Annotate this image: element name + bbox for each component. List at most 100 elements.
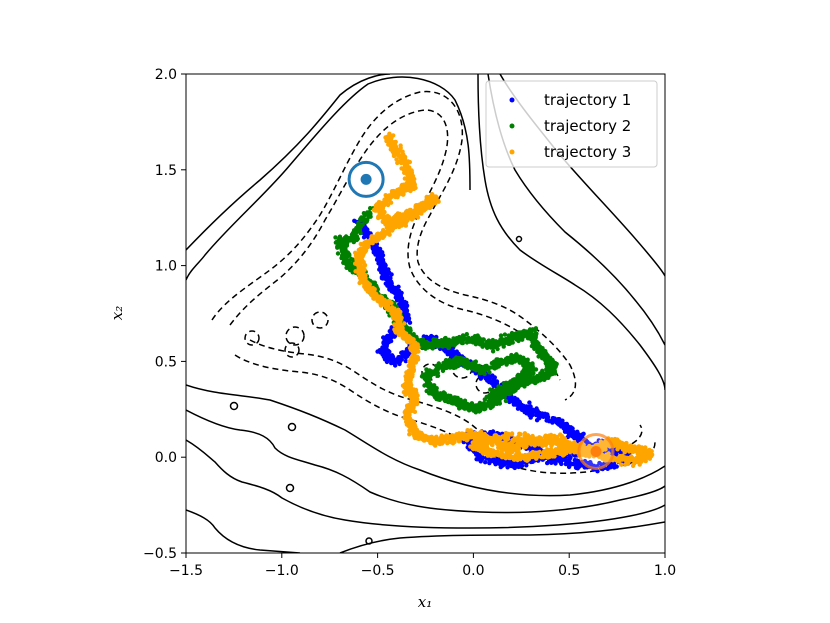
trajectory-point	[460, 333, 466, 338]
contour-solid-6	[186, 384, 665, 497]
trajectory-point	[372, 289, 377, 294]
trajectory-point	[424, 203, 429, 208]
trajectory-point	[510, 377, 515, 383]
trajectory-point	[476, 337, 481, 342]
trajectory-point	[545, 418, 551, 423]
trajectory-point	[378, 213, 383, 218]
trajectory-point	[346, 258, 351, 264]
contour-loop-5	[365, 537, 373, 545]
trajectory-point	[480, 344, 485, 349]
trajectory-point	[356, 265, 362, 270]
trajectory-point	[483, 363, 488, 369]
trajectory-point	[412, 422, 417, 427]
trajectory-point	[389, 300, 394, 306]
trajectory-point	[354, 234, 359, 239]
trajectory-point	[386, 214, 392, 220]
trajectory-point	[473, 409, 478, 414]
trajectory-point	[407, 432, 412, 437]
trajectory-point	[554, 361, 559, 367]
trajectory-point	[479, 367, 484, 372]
trajectory-point	[383, 301, 388, 307]
trajectory-point	[494, 357, 499, 362]
trajectory-point	[503, 398, 509, 404]
trajectory-point	[488, 405, 493, 411]
trajectory-point	[443, 339, 448, 344]
trajectory-point	[605, 466, 610, 471]
trajectory-point	[524, 463, 529, 468]
trajectory-point	[412, 350, 417, 356]
trajectory-point	[433, 343, 439, 348]
trajectory-point	[385, 306, 390, 312]
trajectory-point	[533, 367, 539, 372]
trajectory-point	[378, 301, 383, 307]
trajectory-point	[392, 358, 397, 364]
trajectory-point	[528, 415, 533, 420]
trajectory-point	[526, 361, 532, 366]
trajectory-point	[395, 160, 400, 166]
trajectory-point	[379, 295, 384, 300]
trajectory-point	[407, 165, 412, 170]
trajectory-point	[373, 235, 378, 241]
trajectory-point	[501, 344, 506, 349]
trajectory-point	[502, 462, 507, 467]
trajectory-point	[499, 337, 505, 342]
contour-dashed-2	[229, 109, 561, 381]
trajectory-point	[459, 340, 465, 346]
trajectory-point	[424, 388, 429, 394]
trajectory-point	[569, 427, 575, 433]
trajectory-point	[560, 418, 565, 423]
trajectory-point	[450, 362, 455, 367]
trajectory-point	[335, 245, 340, 250]
trajectory-point	[488, 430, 493, 435]
trajectory-point	[513, 352, 519, 358]
trajectory-point	[409, 368, 414, 373]
trajectory-point	[546, 364, 551, 370]
trajectory-point	[479, 456, 485, 462]
trajectory-point	[454, 399, 460, 404]
trajectory-point	[462, 398, 468, 403]
trajectory-point	[547, 359, 553, 364]
trajectory-point	[434, 367, 439, 372]
trajectory-point	[393, 144, 399, 149]
trajectory-point	[486, 400, 492, 405]
trajectory-point	[419, 374, 425, 379]
trajectory-point	[419, 430, 424, 436]
trajectory-point	[505, 465, 510, 470]
contour-loop-1	[229, 401, 239, 411]
trajectory-point	[510, 340, 515, 345]
trajectory-point	[491, 383, 496, 388]
trajectory-point	[495, 346, 500, 352]
trajectory-point	[344, 255, 349, 260]
trajectory-point	[536, 377, 541, 383]
trajectory-point	[393, 330, 398, 335]
trajectory-point	[485, 378, 490, 383]
trajectory-point	[398, 332, 404, 337]
trajectory-point	[491, 365, 496, 370]
trajectory-point	[412, 433, 417, 439]
trajectory-point	[535, 349, 540, 354]
trajectory-point	[446, 344, 452, 350]
trajectory-point	[444, 365, 449, 371]
trajectory-point	[419, 203, 425, 208]
trajectory-point	[429, 383, 434, 388]
trajectory-point	[497, 341, 502, 346]
trajectory-point	[412, 396, 417, 401]
trajectory-point	[527, 400, 532, 405]
trajectory-point	[477, 409, 482, 414]
trajectory-point	[408, 179, 413, 184]
contour-solid-7	[186, 409, 665, 514]
trajectory-point	[529, 366, 535, 371]
trajectory-point	[342, 245, 348, 251]
trajectory-point	[441, 390, 446, 395]
trajectory-point	[409, 408, 414, 413]
contour-dashed-3	[234, 354, 656, 474]
trajectory-point	[390, 189, 395, 195]
trajectory-point	[366, 289, 371, 294]
trajectory-point	[483, 460, 488, 465]
trajectory-point	[504, 362, 509, 367]
trajectory-point	[441, 362, 446, 367]
trajectory-point	[571, 462, 577, 467]
trajectory-point	[386, 136, 391, 141]
trajectory-point	[484, 367, 489, 372]
trajectory-point	[403, 358, 408, 364]
